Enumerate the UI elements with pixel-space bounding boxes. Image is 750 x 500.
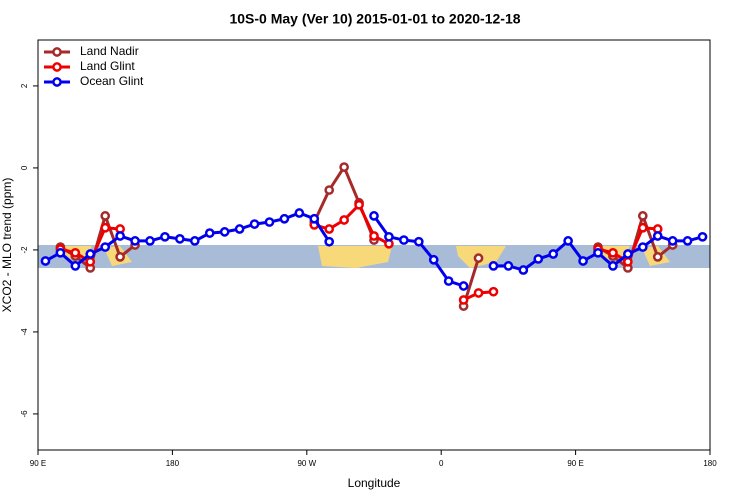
data-point	[115, 231, 125, 241]
data-point	[637, 222, 648, 233]
data-point	[637, 211, 648, 221]
y-tick-label: 2	[20, 83, 29, 88]
data-point	[70, 261, 81, 271]
data-point	[608, 247, 618, 258]
data-point	[70, 247, 81, 258]
data-point	[652, 252, 663, 262]
data-point	[443, 276, 454, 286]
data-point	[324, 224, 335, 234]
legend-marker	[52, 62, 62, 72]
data-point	[563, 236, 573, 246]
data-point	[115, 252, 125, 262]
data-point	[518, 265, 529, 275]
data-point	[428, 254, 439, 265]
land	[318, 246, 392, 268]
x-tick-label: 0	[439, 459, 444, 468]
data-point	[204, 228, 215, 238]
data-point	[100, 222, 111, 233]
data-point	[667, 236, 678, 246]
data-point	[384, 231, 394, 242]
y-tick-label: -6	[20, 410, 29, 418]
x-tick-label: 90 E	[567, 459, 583, 468]
y-tick-label: -4	[20, 328, 29, 336]
data-point	[623, 256, 633, 267]
data-point	[85, 249, 96, 259]
data-point	[40, 256, 51, 266]
legend-label: Land Nadir	[80, 44, 139, 58]
data-point	[339, 162, 349, 172]
data-point	[623, 249, 633, 259]
data-point	[608, 261, 618, 271]
data-point	[578, 256, 588, 266]
legend-marker	[52, 77, 62, 87]
data-point	[548, 249, 559, 259]
legend-label: Land Glint	[80, 59, 135, 73]
data-point	[697, 231, 708, 242]
data-point	[637, 242, 648, 252]
data-point	[85, 256, 96, 267]
y-tick-label: 0	[20, 165, 29, 170]
data-point	[652, 231, 663, 241]
data-point	[413, 236, 424, 247]
data-point	[309, 213, 320, 224]
data-point	[339, 215, 349, 225]
chart-title: 10S-0 May (Ver 10) 2015-01-01 to 2020-12…	[229, 11, 520, 27]
x-tick-label: 90 E	[30, 459, 46, 468]
data-point	[399, 235, 409, 245]
data-point	[458, 295, 469, 305]
data-point	[473, 253, 484, 263]
data-point	[488, 261, 499, 271]
data-point	[249, 219, 260, 229]
data-point	[533, 254, 544, 264]
data-point	[488, 286, 499, 297]
x-tick-label: 180	[166, 459, 180, 468]
data-point	[264, 217, 275, 227]
data-point	[369, 231, 379, 241]
x-tick-label: 180	[703, 459, 717, 468]
data-point	[234, 224, 245, 234]
data-point	[682, 236, 693, 246]
data-point	[324, 185, 335, 195]
data-point	[473, 288, 484, 298]
data-point	[145, 236, 155, 246]
plot-frame	[37, 39, 711, 451]
data-point	[294, 208, 305, 218]
x-tick-label: 90 W	[297, 459, 316, 468]
data-point	[369, 211, 379, 221]
data-point	[458, 281, 469, 291]
data-point	[55, 247, 66, 258]
data-point	[130, 236, 140, 246]
data-point	[593, 247, 603, 258]
y-tick-label: -2	[20, 246, 29, 254]
legend-label: Ocean Glint	[80, 74, 144, 88]
data-point	[354, 199, 364, 210]
data-point	[160, 231, 170, 242]
data-point	[219, 227, 230, 237]
y-axis-label: XCO2 - MLO trend (ppm)	[0, 178, 14, 313]
legend-marker	[52, 47, 62, 57]
x-axis-label: Longitude	[348, 476, 401, 490]
data-point	[503, 261, 514, 271]
data-point	[189, 236, 200, 246]
data-point	[100, 211, 111, 221]
data-point	[175, 234, 185, 244]
data-point	[279, 213, 290, 224]
data-point	[100, 242, 111, 252]
data-point	[324, 236, 335, 247]
